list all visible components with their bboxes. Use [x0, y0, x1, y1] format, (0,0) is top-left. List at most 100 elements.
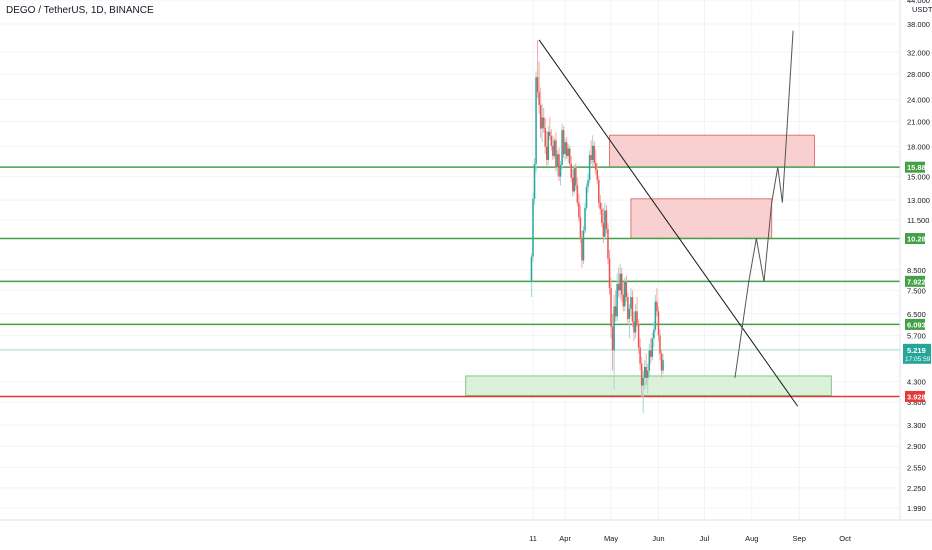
candle[interactable]: [559, 164, 562, 177]
candle[interactable]: [604, 210, 606, 237]
candle[interactable]: [556, 154, 559, 168]
candle[interactable]: [656, 301, 658, 312]
candle[interactable]: [546, 146, 548, 160]
candle[interactable]: [538, 92, 540, 106]
candle[interactable]: [564, 142, 566, 155]
resistance-zone[interactable]: [630, 198, 773, 239]
candle[interactable]: [599, 202, 602, 210]
candle[interactable]: [660, 353, 663, 371]
candle[interactable]: [582, 230, 585, 261]
candle[interactable]: [659, 335, 661, 354]
candle[interactable]: [616, 283, 618, 317]
candle[interactable]: [552, 145, 554, 157]
candle[interactable]: [662, 360, 664, 371]
candle[interactable]: [542, 117, 545, 128]
candle[interactable]: [620, 273, 623, 295]
y-tick-label: 5.700: [907, 331, 926, 340]
candle[interactable]: [601, 209, 603, 224]
level-tag: [905, 275, 925, 287]
candle[interactable]: [619, 273, 621, 291]
candle[interactable]: [576, 185, 579, 203]
candle[interactable]: [553, 140, 556, 157]
y-tick-label: 32.000: [907, 48, 930, 57]
candle[interactable]: [561, 130, 563, 165]
candle[interactable]: [654, 301, 657, 330]
candle[interactable]: [657, 311, 660, 336]
candle[interactable]: [558, 154, 560, 177]
candle[interactable]: [627, 297, 629, 319]
candle[interactable]: [631, 297, 634, 322]
candle[interactable]: [568, 148, 571, 164]
candle[interactable]: [613, 306, 615, 351]
candle[interactable]: [550, 136, 553, 146]
candle[interactable]: [622, 294, 625, 307]
candle[interactable]: [647, 370, 649, 378]
trendline[interactable]: [538, 39, 799, 407]
candle[interactable]: [590, 155, 592, 160]
support-zone[interactable]: [465, 375, 832, 397]
projection-path[interactable]: [734, 30, 794, 378]
candle[interactable]: [562, 130, 565, 155]
candle[interactable]: [605, 210, 608, 229]
candle[interactable]: [598, 179, 600, 203]
candle[interactable]: [648, 350, 651, 371]
candle[interactable]: [624, 281, 626, 307]
candle[interactable]: [588, 155, 591, 180]
candle[interactable]: [570, 163, 573, 178]
candle[interactable]: [575, 168, 577, 186]
candle[interactable]: [533, 163, 536, 199]
candle[interactable]: [584, 207, 586, 231]
candle[interactable]: [593, 145, 595, 163]
candle[interactable]: [555, 140, 557, 168]
candle[interactable]: [532, 198, 534, 257]
candle[interactable]: [630, 297, 632, 309]
candle[interactable]: [637, 324, 640, 348]
candle[interactable]: [653, 329, 655, 339]
candle[interactable]: [633, 321, 635, 333]
candle[interactable]: [549, 131, 551, 137]
candle[interactable]: [636, 311, 638, 325]
candle[interactable]: [607, 228, 609, 259]
candle[interactable]: [625, 281, 628, 298]
candle[interactable]: [544, 127, 546, 147]
level-tag: [905, 318, 925, 330]
candle[interactable]: [650, 350, 652, 357]
candle[interactable]: [645, 367, 647, 378]
candle[interactable]: [547, 131, 550, 160]
candle[interactable]: [602, 223, 605, 237]
candle[interactable]: [640, 363, 643, 386]
candle[interactable]: [541, 117, 543, 129]
candle[interactable]: [639, 347, 641, 364]
candle[interactable]: [617, 283, 620, 291]
candle[interactable]: [581, 238, 583, 261]
candle[interactable]: [535, 77, 537, 164]
candle[interactable]: [530, 256, 533, 282]
candle[interactable]: [634, 311, 637, 333]
level-tag: [905, 390, 925, 402]
candle[interactable]: [587, 179, 589, 187]
candle[interactable]: [536, 77, 539, 93]
candle[interactable]: [594, 162, 597, 171]
candle[interactable]: [567, 148, 569, 157]
candle[interactable]: [573, 168, 576, 192]
candle[interactable]: [596, 170, 599, 180]
resistance-zone[interactable]: [609, 134, 816, 168]
candle[interactable]: [643, 367, 646, 378]
candle[interactable]: [628, 308, 631, 319]
candle[interactable]: [565, 142, 568, 157]
candle[interactable]: [585, 186, 588, 208]
candle[interactable]: [578, 202, 580, 218]
candle[interactable]: [572, 177, 574, 192]
candle[interactable]: [614, 306, 617, 317]
candle[interactable]: [651, 338, 654, 357]
candle[interactable]: [539, 105, 542, 129]
y-tick-label: 38.000: [907, 20, 930, 29]
y-tick-label: 2.550: [907, 463, 926, 472]
candle[interactable]: [579, 217, 582, 239]
candle[interactable]: [611, 326, 614, 351]
candle[interactable]: [610, 288, 612, 327]
candle[interactable]: [591, 145, 594, 160]
candle[interactable]: [642, 377, 644, 386]
candle[interactable]: [608, 258, 611, 289]
